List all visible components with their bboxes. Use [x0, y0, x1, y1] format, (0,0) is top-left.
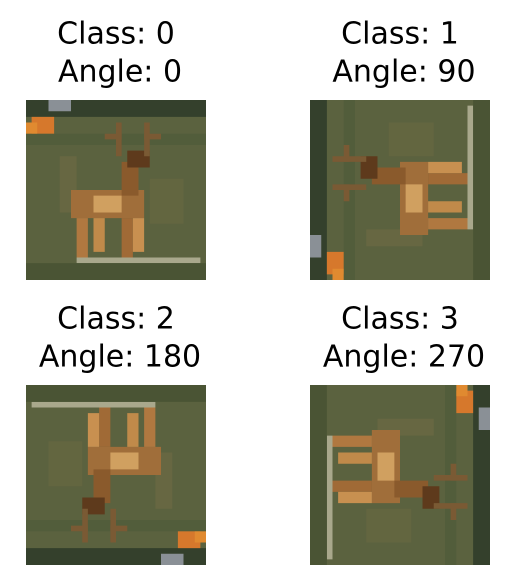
panel: Class: 1 Angle: 90: [310, 17, 490, 280]
image: [310, 100, 490, 280]
angle-title: Angle: 90: [332, 55, 475, 90]
panel: Class: 2 Angle: 180: [26, 302, 206, 565]
class-title: Class: 0: [57, 17, 175, 52]
image: [310, 385, 490, 565]
angle-title: Angle: 270: [323, 340, 485, 375]
class-title: Class: 1: [341, 17, 459, 52]
image: [26, 385, 206, 565]
class-title: Class: 2: [57, 302, 175, 337]
image: [26, 100, 206, 280]
panel: Class: 3 Angle: 270: [310, 302, 490, 565]
panel: Class: 0 Angle: 0: [26, 17, 206, 280]
angle-title: Angle: 180: [39, 340, 201, 375]
class-title: Class: 3: [341, 302, 459, 337]
angle-title: Angle: 0: [58, 55, 182, 90]
